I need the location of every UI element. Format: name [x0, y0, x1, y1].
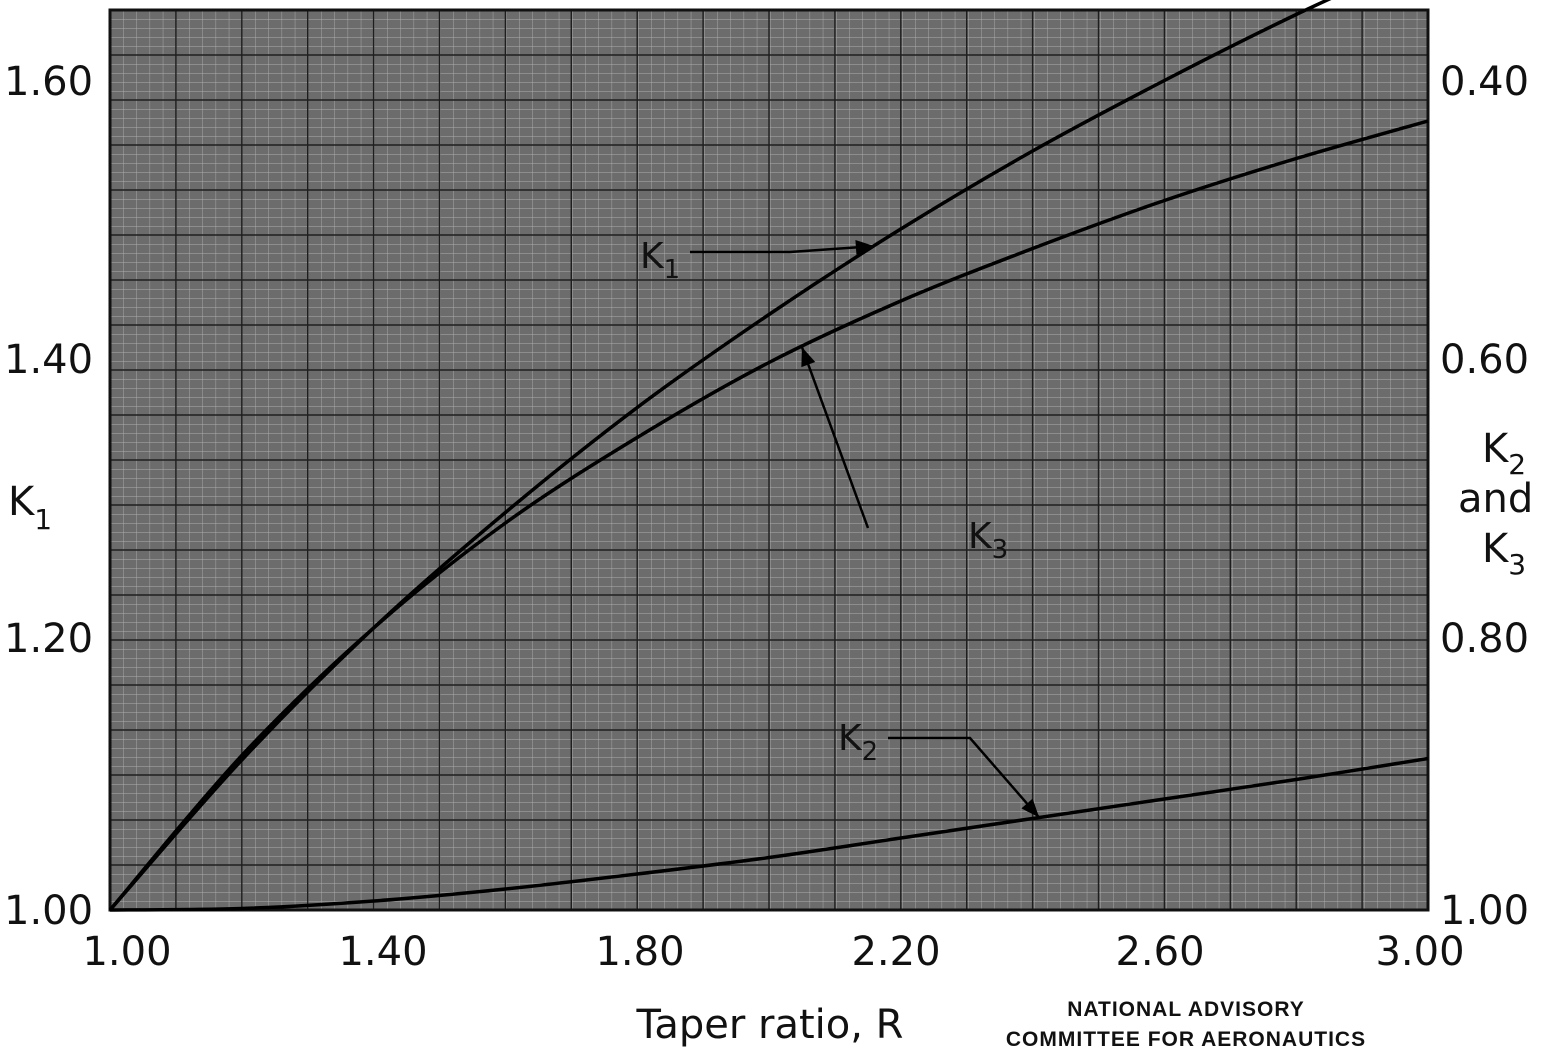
y-right-tick-label: 0.60 — [1440, 337, 1529, 383]
y-right-title-line1: K2 — [1482, 426, 1526, 481]
y-right-title-line1-sub: 2 — [1508, 448, 1526, 481]
callout-leader-k1 — [690, 244, 875, 254]
y-right-title-line1-main: K — [1482, 426, 1510, 472]
callout-label-main: K — [968, 516, 993, 557]
callout-label-k2: K2 — [838, 718, 878, 767]
callout-label-k1: K1 — [640, 236, 680, 285]
callout-label-sub: 3 — [992, 535, 1009, 565]
callout-label-main: K — [838, 718, 863, 759]
x-tick-label: 2.60 — [1115, 929, 1204, 975]
major-grid — [110, 10, 1428, 910]
series-line-k3 — [108, 119, 1429, 912]
y-left-tick-label: 1.40 — [4, 337, 93, 383]
callout-arrowhead-k1 — [855, 239, 875, 255]
series-layer — [108, 0, 1429, 912]
callout-label-sub: 2 — [862, 737, 879, 767]
series-line-k1 — [108, 0, 1332, 912]
y-left-title-sub: 1 — [34, 503, 52, 536]
callout-leader-k2 — [888, 736, 1041, 819]
y-right-title-line3: K3 — [1482, 526, 1526, 581]
callout-label-k3: K3 — [968, 516, 1008, 565]
plot-area — [108, 8, 1430, 912]
x-axis-title: Taper ratio, R — [636, 1002, 904, 1048]
x-tick-label: 1.40 — [338, 929, 427, 975]
y-right-title-line2: and — [1458, 476, 1533, 522]
y-right-title-line3-sub: 3 — [1508, 548, 1526, 581]
callout-arrowhead-k2 — [1021, 798, 1040, 818]
series-line-k2 — [109, 756, 1429, 912]
y-right-tick-label: 0.40 — [1440, 59, 1529, 105]
y-left-tick-label: 1.60 — [4, 59, 93, 105]
x-tick-label: 2.20 — [851, 929, 940, 975]
x-axis: 1.00 1.40 1.80 2.20 2.60 3.00 Taper rati… — [82, 929, 1464, 1048]
y-left-axis-title: K1 — [8, 479, 52, 536]
y-left-tick-label: 1.00 — [4, 888, 93, 934]
callout-leader-k3 — [800, 346, 870, 529]
callout-arrowhead-k3 — [801, 347, 816, 368]
callout-label-main: K — [640, 236, 665, 277]
x-tick-label: 3.00 — [1375, 929, 1464, 975]
y-right-tick-label: 1.00 — [1440, 888, 1529, 934]
credit-block: NATIONAL ADVISORY COMMITTEE FOR AERONAUT… — [1006, 998, 1366, 1051]
y-left-tick-label: 1.20 — [4, 616, 93, 662]
x-tick-label: 1.80 — [595, 929, 684, 975]
y-right-tick-label: 0.80 — [1440, 616, 1529, 662]
y-left-title-main: K — [8, 479, 36, 525]
y-right-title-line3-main: K — [1482, 526, 1510, 572]
y-axis-left: 1.00 1.20 1.40 1.60 K1 — [4, 59, 93, 934]
credit-line-2: COMMITTEE FOR AERONAUTICS — [1006, 1028, 1366, 1051]
callout-label-sub: 1 — [664, 255, 681, 285]
x-tick-label: 1.00 — [82, 929, 171, 975]
credit-line-1: NATIONAL ADVISORY — [1067, 998, 1305, 1021]
plot-frame — [108, 8, 1430, 912]
y-axis-right: 1.00 0.80 0.60 0.40 K2 and K3 — [1440, 59, 1533, 934]
